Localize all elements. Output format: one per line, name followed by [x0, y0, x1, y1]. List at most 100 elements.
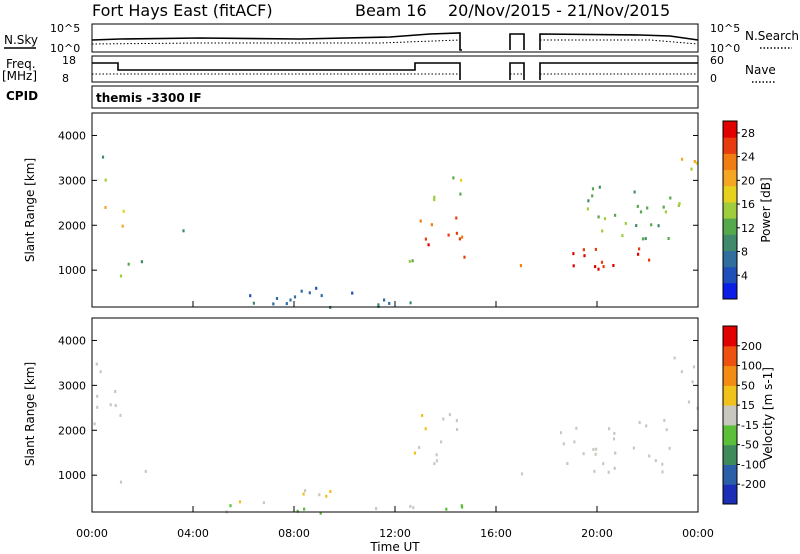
date-range: 20/Nov/2015 - 21/Nov/2015	[448, 1, 670, 20]
colorbar-tick-label: -50	[741, 439, 759, 452]
echo-cell	[418, 445, 421, 449]
echo-cell	[114, 404, 117, 407]
echo-cell	[690, 167, 693, 171]
echo-cell	[119, 274, 123, 278]
echo-cell	[612, 264, 615, 267]
echo-cell	[597, 215, 600, 219]
x-tick-label: 12:00	[379, 527, 411, 540]
echo-cell	[121, 224, 124, 228]
colorbar-swatch	[723, 484, 737, 505]
freq-label: Freq.	[6, 57, 36, 71]
echo-cell	[461, 235, 464, 239]
echo-cell	[638, 421, 641, 424]
echo-cell	[424, 237, 427, 241]
freq-tick-high: 18	[62, 54, 76, 67]
echo-cell	[182, 229, 185, 233]
echo-cell	[445, 507, 448, 511]
power-y-axis-label: Slant Range [km]	[23, 158, 37, 262]
echo-cell	[302, 492, 305, 496]
velocity-plot-frame	[91, 317, 699, 513]
echo-cell	[447, 233, 450, 237]
echo-cell	[572, 252, 575, 256]
colorbar-tick-label: 8	[741, 246, 748, 259]
nsky-trace-1	[91, 32, 462, 51]
echo-cell	[377, 304, 380, 308]
velocity-y-axis-label: Slant Range [km]	[23, 362, 37, 466]
velocity-marks	[93, 356, 699, 515]
echo-cell	[308, 291, 311, 295]
echo-cell	[639, 210, 643, 214]
colorbar-swatch	[723, 234, 737, 251]
echo-cell	[693, 160, 696, 163]
echo-cell	[695, 161, 698, 165]
nsky-trace-2	[509, 33, 525, 50]
echo-cell	[662, 205, 665, 209]
y-tick-label: 2000	[58, 219, 86, 232]
colorbar-swatch	[723, 153, 737, 171]
echo-cell	[654, 459, 657, 463]
colorbar-tick-label: 200	[741, 340, 762, 353]
cpid-frame	[91, 85, 699, 109]
echo-cell	[127, 262, 130, 266]
echo-cell	[601, 229, 604, 233]
noise-tick-low-left: 10^0	[50, 42, 80, 55]
colorbar-swatch	[723, 185, 737, 203]
echo-cell	[612, 437, 616, 441]
echo-cell	[95, 362, 98, 366]
colorbar-swatch	[723, 326, 737, 347]
echo-cell	[435, 459, 439, 463]
echo-cell	[351, 291, 354, 295]
echo-cell	[289, 298, 292, 302]
power-plot-frame	[91, 112, 699, 308]
echo-cell	[637, 252, 640, 256]
colorbar-tick-label: 4	[741, 269, 748, 282]
velocity-y-ticks: 1000 2000 3000 4000	[58, 334, 698, 482]
echo-cell	[614, 451, 617, 455]
echo-cell	[285, 302, 288, 306]
echo-cell	[430, 223, 433, 227]
colorbar-tick-label: 28	[741, 127, 755, 140]
freq-unit: [MHz]	[2, 69, 37, 83]
echo-cell	[663, 418, 666, 422]
echo-cell	[572, 264, 575, 268]
echo-cell	[427, 243, 430, 247]
echo-cell	[440, 440, 443, 444]
echo-cell	[433, 198, 436, 202]
echo-cell	[602, 265, 605, 269]
power-colorbar-label: Power [dB]	[759, 177, 773, 242]
colorbar-swatch	[723, 444, 737, 465]
colorbar-frame	[722, 120, 738, 300]
echo-cell	[249, 294, 252, 298]
echo-cell	[409, 301, 412, 305]
colorbar-swatch	[723, 121, 737, 138]
echo-cell	[607, 470, 610, 474]
echo-cell	[109, 403, 112, 407]
colorbar-tick-label: 16	[741, 198, 755, 211]
echo-cell	[412, 506, 415, 510]
x-tick-label: 00:00	[76, 527, 108, 540]
y-tick-label: 4000	[58, 334, 86, 347]
echo-cell	[673, 356, 676, 360]
power-y-ticks: 1000 2000 3000 4000	[58, 129, 698, 277]
nave-tick-low: 0	[710, 72, 717, 85]
echo-cell	[304, 489, 307, 493]
echo-cell	[624, 221, 627, 225]
colorbar-swatch	[723, 266, 737, 284]
noise-tick-high-right: 10^5	[710, 22, 740, 35]
colorbar-swatch	[723, 365, 737, 386]
y-tick-label: 2000	[58, 424, 86, 437]
colorbar-tick-label: 100	[741, 360, 762, 373]
echo-cell	[641, 237, 645, 241]
echo-cell	[650, 223, 653, 227]
y-tick-label: 1000	[58, 469, 86, 482]
echo-cell	[318, 493, 321, 497]
nave-label: Nave	[745, 63, 776, 77]
echo-cell	[413, 451, 416, 455]
echo-cell	[383, 298, 386, 302]
colorbar-tick-label: 12	[741, 222, 755, 235]
echo-cell	[661, 462, 664, 466]
echo-cell	[104, 178, 107, 182]
freq-tick-low: 8	[62, 72, 69, 85]
freq-strip-frame	[91, 55, 699, 83]
nsearch-trace	[91, 39, 699, 45]
